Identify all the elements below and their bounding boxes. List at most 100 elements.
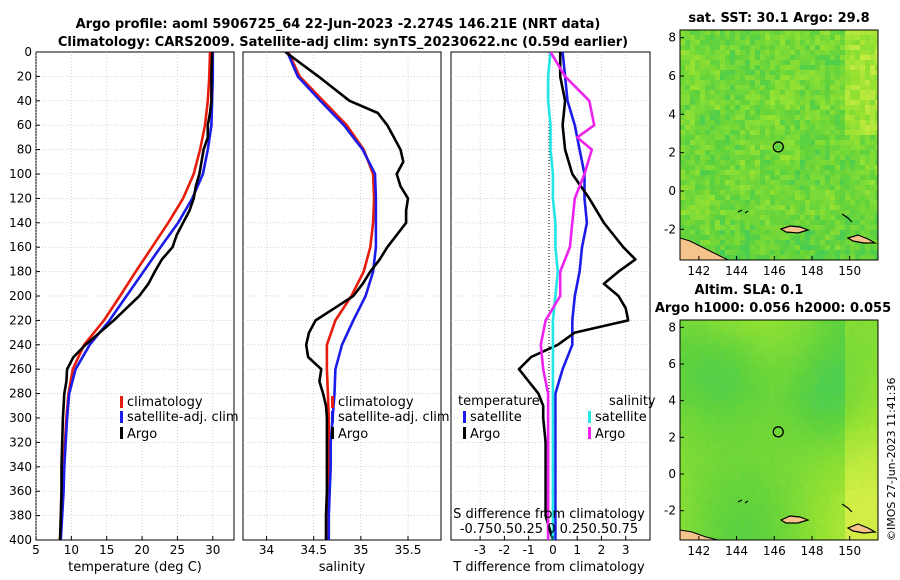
heatmap-cell (750, 210, 756, 216)
heatmap-cell (875, 50, 878, 56)
x-tick-label: 20 (134, 543, 149, 557)
heatmap-cell (680, 215, 686, 221)
heatmap-cell (810, 80, 816, 86)
heatmap-cell (875, 80, 878, 86)
x-tick-label: -1 (523, 543, 535, 557)
heatmap-cell (730, 510, 736, 516)
heatmap-cell (765, 135, 771, 141)
heatmap-cell (825, 95, 831, 101)
heatmap-cell (790, 120, 796, 126)
heatmap-cell (795, 510, 801, 516)
heatmap-cell (860, 390, 866, 396)
heatmap-cell (740, 215, 746, 221)
heatmap-cell (725, 515, 731, 521)
heatmap-cell (730, 95, 736, 101)
heatmap-cell (875, 90, 878, 96)
heatmap-cell (815, 470, 821, 476)
heatmap-cell (855, 190, 861, 196)
heatmap-cell (705, 90, 711, 96)
heatmap-cell (865, 60, 871, 66)
heatmap-cell (870, 460, 876, 466)
heatmap-cell (840, 225, 846, 231)
heatmap-cell (855, 165, 861, 171)
heatmap-cell (815, 530, 821, 536)
heatmap-cell (760, 145, 766, 151)
heatmap-cell (750, 240, 756, 246)
heatmap-cell (805, 230, 811, 236)
heatmap-cell (860, 70, 866, 76)
heatmap-cell (710, 460, 716, 466)
heatmap-cell (845, 115, 851, 121)
heatmap-cell (790, 160, 796, 166)
heatmap-cell (870, 505, 876, 511)
heatmap-cell (795, 460, 801, 466)
heatmap-cell (705, 125, 711, 131)
heatmap-cell (875, 215, 878, 221)
heatmap-cell (740, 85, 746, 91)
legend-swatch-t-satellite (463, 411, 466, 423)
heatmap-cell (810, 175, 816, 181)
heatmap-cell (840, 95, 846, 101)
heatmap-cell (770, 115, 776, 121)
heatmap-cell (765, 535, 771, 540)
heatmap-cell (705, 50, 711, 56)
heatmap-cell (820, 415, 826, 421)
heatmap-cell (860, 215, 866, 221)
heatmap-cell (775, 480, 781, 486)
heatmap-cell (795, 50, 801, 56)
heatmap-cell (830, 480, 836, 486)
heatmap-cell (840, 245, 846, 251)
heatmap-cell (810, 55, 816, 61)
heatmap-cell (715, 385, 721, 391)
heatmap-cell (790, 205, 796, 211)
heatmap-cell (765, 395, 771, 401)
heatmap-cell (715, 500, 721, 506)
heatmap-cell (745, 375, 751, 381)
heatmap-cell (830, 520, 836, 526)
heatmap-cell (735, 195, 741, 201)
heatmap-cell (690, 385, 696, 391)
heatmap-cell (805, 320, 811, 326)
heatmap-cell (860, 370, 866, 376)
heatmap-cell (730, 445, 736, 451)
heatmap-cell (770, 255, 776, 260)
heatmap-cell (845, 360, 851, 366)
heatmap-cell (770, 365, 776, 371)
heatmap-cell (700, 140, 706, 146)
heatmap-cell (835, 475, 841, 481)
heatmap-cell (795, 145, 801, 151)
heatmap-cell (760, 320, 766, 326)
heatmap-cell (740, 455, 746, 461)
heatmap-cell (725, 65, 731, 71)
heatmap-cell (755, 500, 761, 506)
heatmap-cell (830, 505, 836, 511)
heatmap-cell (820, 210, 826, 216)
heatmap-cell (855, 200, 861, 206)
heatmap-cell (705, 225, 711, 231)
heatmap-cell (695, 40, 701, 46)
heatmap-cell (820, 55, 826, 61)
heatmap-cell (740, 130, 746, 136)
heatmap-cell (840, 240, 846, 246)
heatmap-cell (800, 335, 806, 341)
heatmap-cell (730, 435, 736, 441)
heatmap-cell (765, 100, 771, 106)
heatmap-cell (785, 100, 791, 106)
heatmap-cell (680, 90, 686, 96)
heatmap-cell (840, 535, 846, 540)
heatmap-cell (780, 55, 786, 61)
heatmap-cell (825, 195, 831, 201)
heatmap-cell (810, 420, 816, 426)
heatmap-cell (735, 355, 741, 361)
heatmap-cell (710, 475, 716, 481)
heatmap-cell (680, 440, 686, 446)
heatmap-cell (695, 30, 701, 36)
heatmap-cell (855, 90, 861, 96)
heatmap-cell (855, 530, 861, 536)
heatmap-cell (790, 255, 796, 260)
heatmap-cell (835, 70, 841, 76)
heatmap-cell (870, 350, 876, 356)
heatmap-cell (800, 140, 806, 146)
heatmap-cell (735, 530, 741, 536)
heatmap-cell (715, 150, 721, 156)
